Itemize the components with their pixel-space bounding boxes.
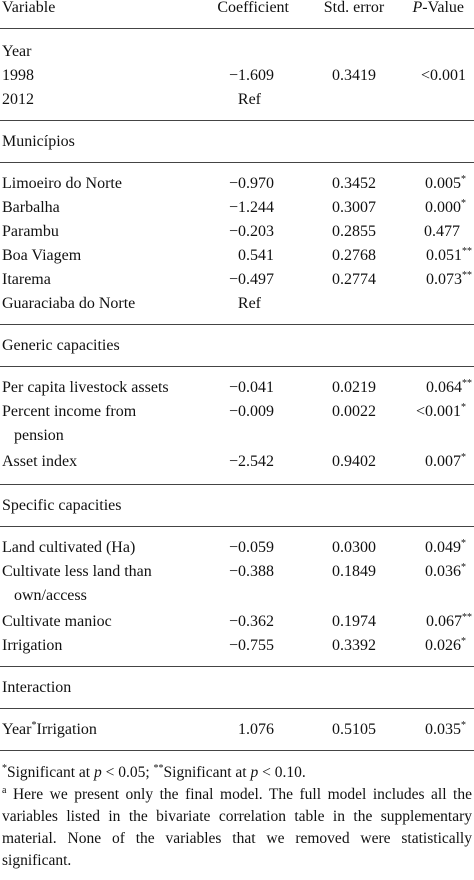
rule-line — [0, 324, 474, 325]
table-row: Irrigation −0.755 0.3392 0.026* — [2, 636, 466, 655]
rule-line — [0, 750, 474, 751]
table-row: Boa Viagem 0.541 0.2768 0.051** — [2, 246, 472, 265]
rule-line — [0, 162, 474, 163]
table-row: Guaraciaba do Norte Ref — [2, 295, 261, 312]
header-coefficient: Coefficient — [217, 0, 289, 16]
table-footnotes: *Significant at p < 0.05; **Significant … — [2, 762, 472, 872]
table-row: 1998 −1.609 0.3419 <0.001 — [2, 67, 466, 84]
section-label-specific-capacities: Specific capacities — [2, 497, 122, 514]
section-label-municipios: Municípios — [2, 133, 75, 150]
rule-line — [0, 120, 474, 121]
model-footnote: a Here we present only the final model. … — [2, 785, 472, 870]
table-row: Itarema −0.497 0.2774 0.073** — [2, 270, 472, 289]
table-row: Limoeiro do Norte −0.970 0.3452 0.005* — [2, 174, 466, 193]
rule-line — [0, 666, 474, 667]
header-variable: Variable — [2, 0, 56, 16]
table-row: Parambu −0.203 0.2855 0.477 — [2, 223, 460, 240]
table-row: Cultivate less land than own/access −0.38… — [2, 562, 466, 605]
table-row: Land cultivated (Ha) −0.059 0.0300 0.049… — [2, 538, 466, 557]
section-label-year: Year — [2, 43, 32, 60]
table-row: Per capita livestock assets −0.041 0.021… — [2, 378, 472, 397]
header-std-error: Std. error — [323, 0, 385, 16]
header-p-value: P-Value — [412, 0, 464, 16]
rule-line — [0, 526, 474, 527]
significance-footnote: *Significant at p < 0.05; **Significant … — [2, 763, 306, 782]
table-row: Year*Irrigation 1.076 0.5105 0.035* — [2, 720, 466, 739]
rule-line — [0, 366, 474, 367]
table-header-row: Variable Coefficient Std. error P-Value — [0, 0, 474, 20]
section-label-generic-capacities: Generic capacities — [2, 337, 120, 354]
table-row: Cultivate manioc −0.362 0.1974 0.067** — [2, 612, 472, 631]
table-row: 2012 Ref — [2, 91, 261, 108]
rule-line — [0, 708, 474, 709]
table-row: Barbalha −1.244 0.3007 0.000* — [2, 198, 466, 217]
rule-line — [0, 28, 474, 29]
table-row: Asset index −2.542 0.9402 0.007* — [2, 452, 466, 471]
section-label-interaction: Interaction — [2, 679, 72, 696]
table-row: Percent income from pension −0.009 0.0022… — [2, 402, 466, 445]
rule-line — [0, 484, 474, 485]
